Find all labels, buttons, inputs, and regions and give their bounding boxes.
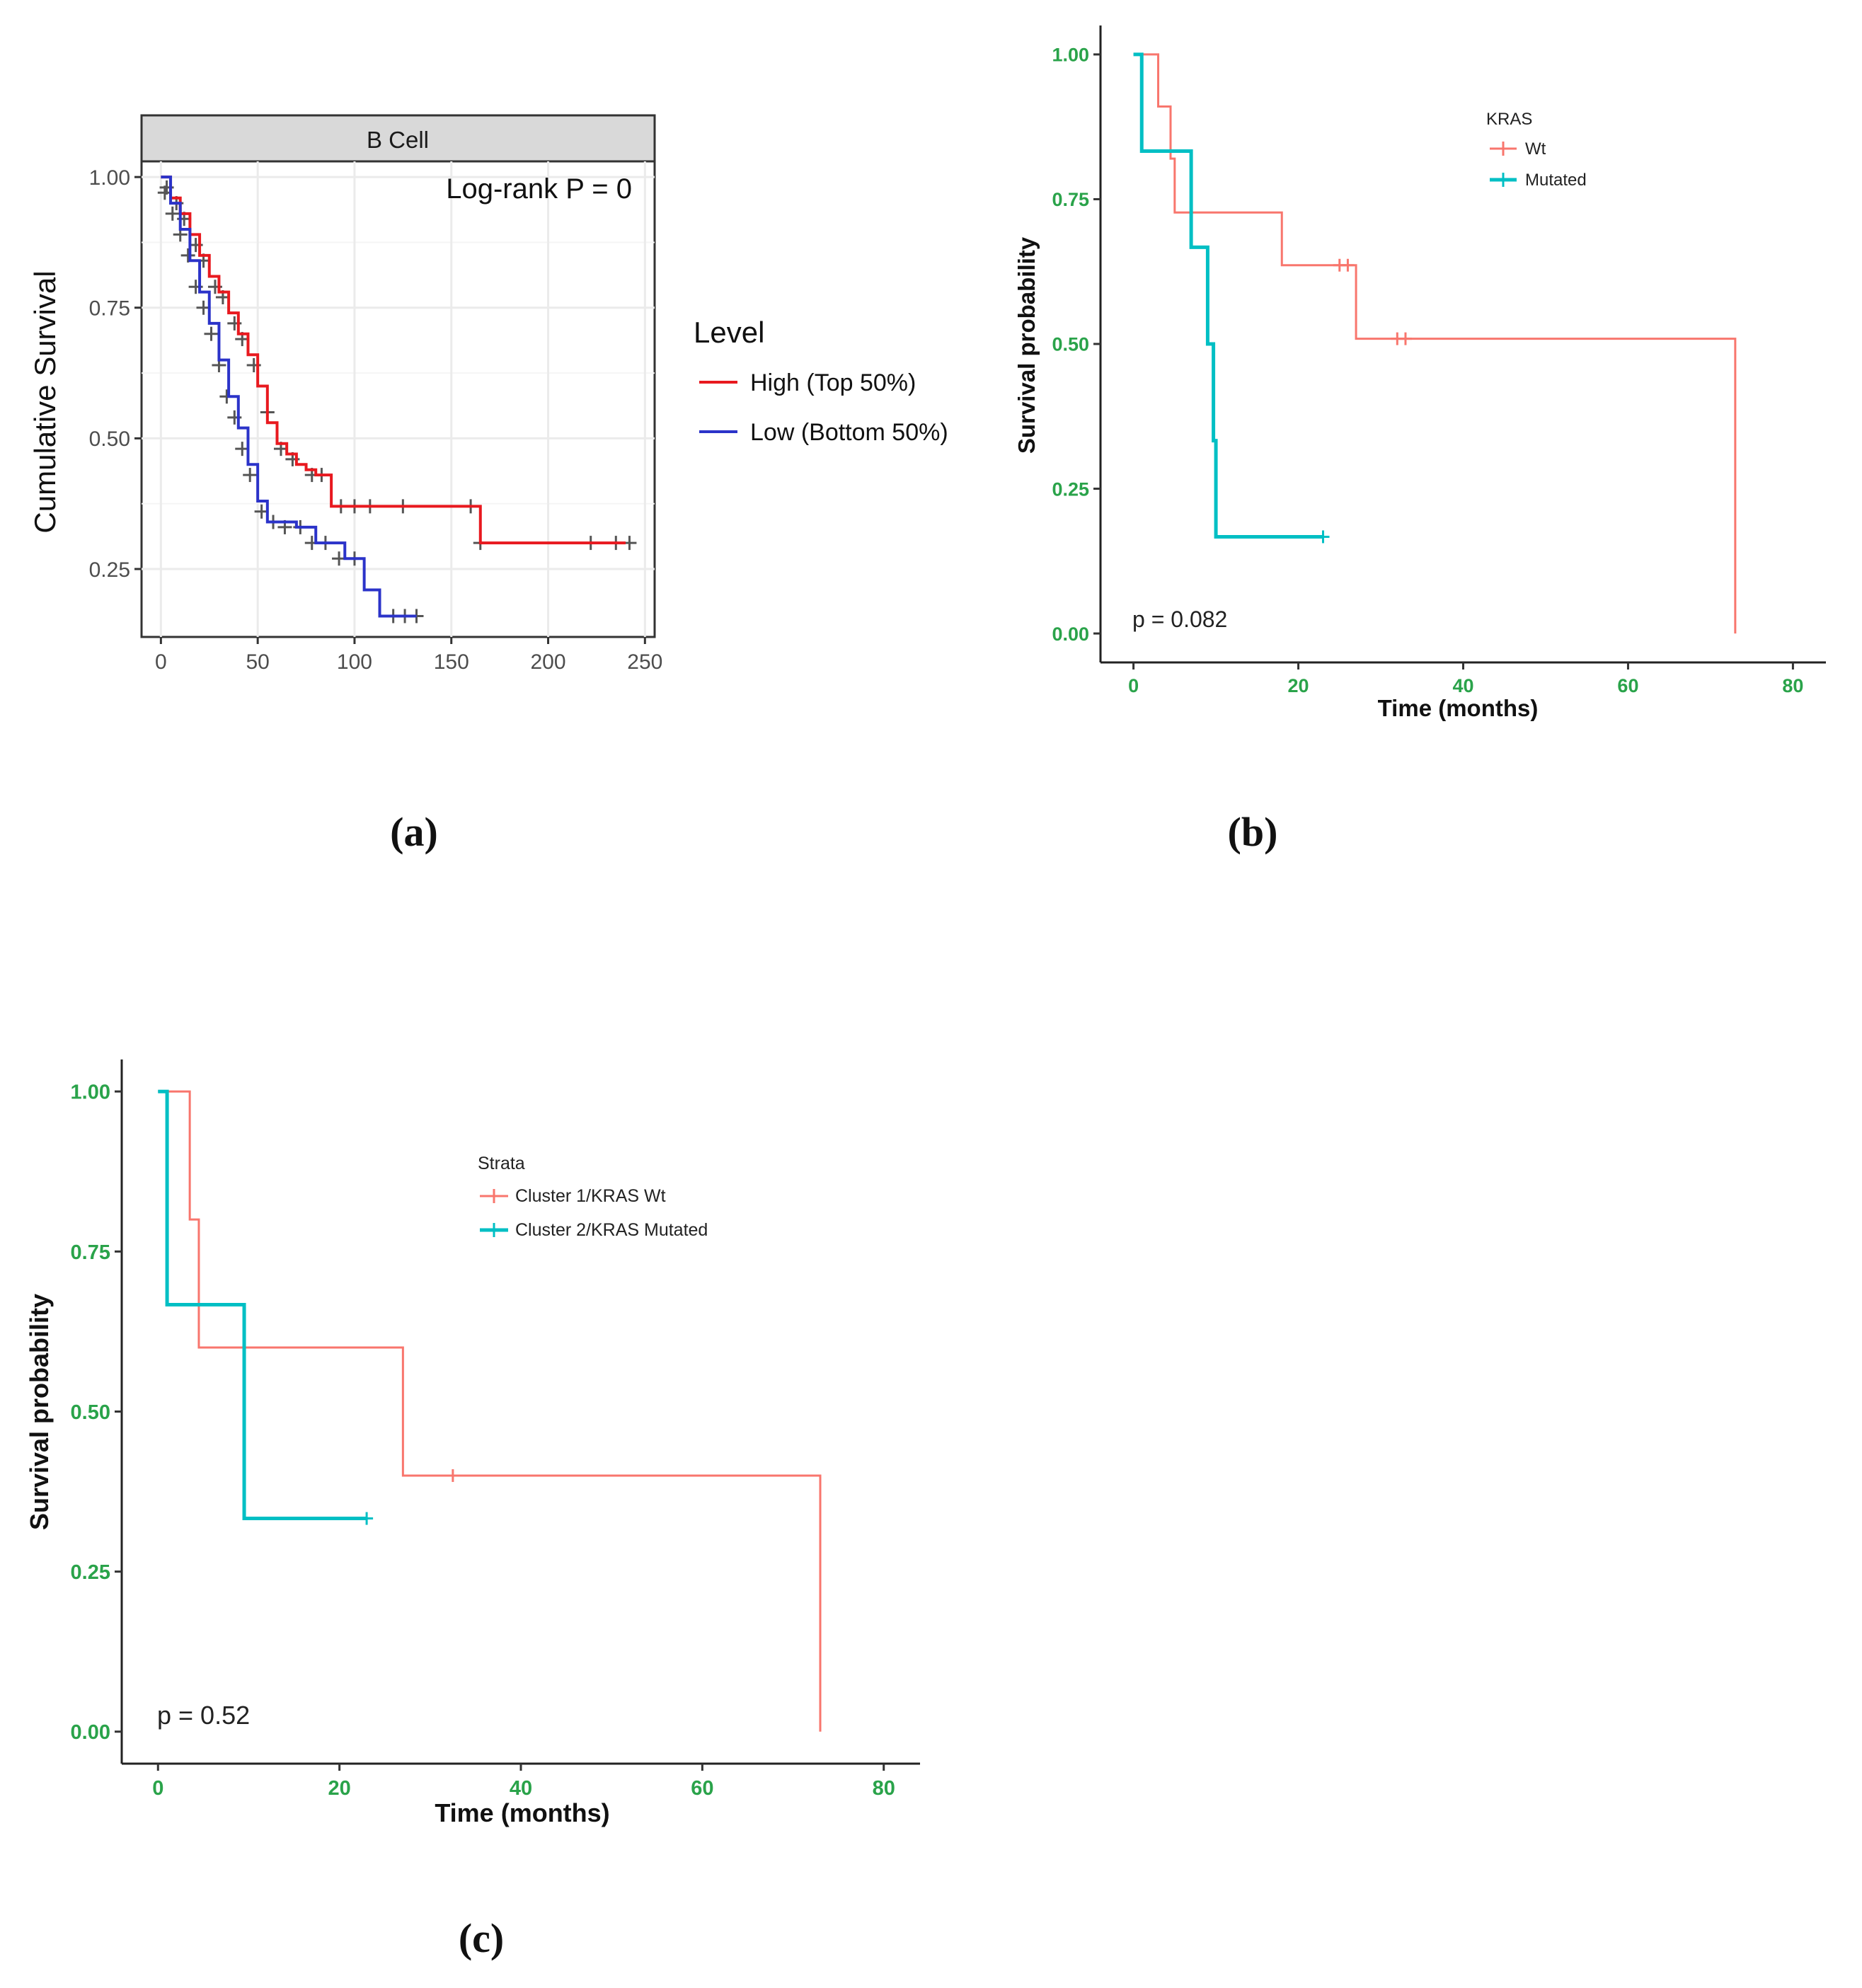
panel-a-x-tick-label: 200 — [530, 650, 565, 674]
panel-b-line-mutated — [1133, 52, 1323, 539]
panel-b-censor-mark-wt — [1341, 258, 1355, 272]
panel-b-x-tick-label: 40 — [1452, 675, 1473, 696]
panel-a-y-axis-label: Cumulative Survival — [28, 270, 62, 533]
panel-a-facet-title: B Cell — [367, 127, 429, 153]
panel-b-chart: 0 20 40 60 800.000.250.500.751.00 p = 0.082 … — [1013, 25, 1826, 721]
panel-c-line-cluster-1-kras-wt — [158, 1090, 822, 1732]
panel-a-censor-mark-low-bottom-50 — [243, 468, 258, 483]
panel-c-x-tick-label: 0 — [152, 1777, 163, 1800]
panel-c-censor-marks — [360, 1469, 459, 1525]
panel-a-facet-strip — [140, 114, 656, 163]
panel-a-legend-label-low: Low (Bottom 50%) — [750, 419, 948, 446]
panel-b-line-wt — [1133, 53, 1737, 634]
panel-a-annotation: Log-rank P = 0 — [446, 173, 632, 205]
panel-a-line-high-top-50 — [161, 176, 626, 545]
panel-a-censor-mark-low-bottom-50 — [180, 248, 195, 263]
panel-c-line-cluster-2-kras-mutated — [158, 1089, 367, 1521]
panel-c-y-tick-label: 0.75 — [71, 1241, 110, 1264]
panel-c-x-tick-label: 60 — [691, 1777, 713, 1800]
panel-b-y-tick-label: 0.25 — [1052, 478, 1089, 500]
panel-b-y-tick-label: 0.50 — [1052, 334, 1089, 355]
panel-c-legend-key-cluster2 — [480, 1223, 508, 1237]
panel-a-x-tick-label: 100 — [337, 650, 372, 674]
panel-b-ticks: 0 20 40 60 80 0.00 0.25 0.50 0.75 1.00 — [1052, 45, 1803, 696]
panel-c-x-tick-label: 20 — [328, 1777, 351, 1800]
panel-b-legend-key-mutated — [1490, 173, 1517, 187]
panel-b-legend-title: KRAS — [1486, 110, 1532, 129]
panel-c-legend-label-cluster1: Cluster 1/KRAS Wt — [515, 1186, 666, 1206]
panel-a-x-tick-label: 150 — [434, 650, 469, 674]
panel-c-y-axis-label: Survival probability — [25, 1294, 54, 1530]
panel-a-x-tick-label: 50 — [246, 650, 269, 674]
panel-a-y-tick-label: 0.25 — [89, 558, 130, 582]
panel-b-y-tick-label: 0.00 — [1052, 624, 1089, 645]
panel-a-censor-mark-low-bottom-50 — [165, 206, 180, 221]
panel-b-x-tick-label: 0 — [1128, 675, 1139, 696]
panel-a-x-tick-label: 0 — [155, 650, 167, 674]
panel-b-legend-label-mutated: Mutated — [1525, 171, 1587, 190]
panel-b-legend-label-wt: Wt — [1525, 139, 1546, 159]
panel-b-censor-marks — [1316, 258, 1412, 544]
panel-c-y-tick-label: 0.00 — [71, 1721, 110, 1744]
panel-a-censor-mark-low-bottom-50 — [204, 326, 219, 341]
panel-a-legend-title: Level — [694, 316, 764, 349]
panel-a-lines — [161, 176, 626, 618]
panel-c-y-tick-label: 0.50 — [71, 1401, 110, 1424]
panel-c-label: (c) — [459, 1915, 504, 1961]
panel-b-x-tick-label: 60 — [1617, 675, 1638, 696]
panel-c-ticks: 0 20 40 60 80 0.00 0.25 0.50 0.75 1.00 — [71, 1081, 895, 1800]
panel-c-annotation: p = 0.52 — [157, 1701, 250, 1730]
panel-c-y-tick-label: 0.25 — [71, 1561, 110, 1584]
panel-b-label: (b) — [1228, 809, 1278, 855]
panel-c-x-tick-label: 40 — [510, 1777, 532, 1800]
panel-b-legend-key-wt — [1490, 142, 1517, 156]
panel-a-y-tick-label: 1.00 — [89, 166, 130, 190]
panel-b-y-tick-label: 0.75 — [1052, 189, 1089, 210]
panel-a-chart: B Cell 0 50 100 150 200 250 0.25 0.50 0.75 1.00 L… — [28, 114, 948, 674]
panel-c-legend-key-cluster1 — [480, 1189, 508, 1203]
panel-c-censor-mark-cluster-2-kras-mutated — [360, 1512, 374, 1525]
panel-a-grid — [142, 161, 655, 637]
panel-b-lines — [1133, 52, 1737, 634]
panel-b-x-axis-label: Time (months) — [1378, 695, 1539, 721]
panel-c-x-axis-label: Time (months) — [435, 1798, 609, 1827]
panel-a-label: (a) — [390, 809, 438, 855]
panel-c-legend-title: Strata — [478, 1154, 525, 1173]
panel-b-censor-mark-mutated — [1316, 530, 1330, 544]
panel-c-censor-mark-cluster-1-kras-wt — [446, 1469, 459, 1482]
panel-a-legend-label-high: High (Top 50%) — [750, 369, 916, 396]
panel-a-y-tick-label: 0.50 — [89, 427, 130, 451]
panel-a-x-tick-label: 250 — [627, 650, 662, 674]
panel-a-plot-background — [140, 160, 656, 638]
panel-b-y-tick-label: 1.00 — [1052, 45, 1089, 66]
panel-b-annotation: p = 0.082 — [1132, 607, 1227, 632]
panel-b-y-axis-label: Survival probability — [1013, 236, 1040, 454]
panel-c-x-tick-label: 80 — [873, 1777, 895, 1800]
panel-b-censor-mark-wt — [1398, 332, 1412, 345]
panel-b-x-tick-label: 20 — [1288, 675, 1309, 696]
panel-c-lines — [158, 1089, 822, 1732]
panel-c-chart: 0 20 40 60 80 0.00 0.25 0.50 0.75 1.00 p = 0.52 T… — [25, 1059, 920, 1827]
panel-a-ticks: 0 50 100 150 200 250 0.25 0.50 0.75 1.00 — [89, 166, 663, 674]
panel-b-x-tick-label: 80 — [1782, 675, 1803, 696]
panel-c-y-tick-label: 1.00 — [71, 1081, 110, 1104]
panel-a-y-tick-label: 0.75 — [89, 297, 130, 321]
panel-a-line-low-bottom-50 — [161, 176, 417, 618]
panel-c-legend-label-cluster2: Cluster 2/KRAS Mutated — [515, 1220, 708, 1240]
